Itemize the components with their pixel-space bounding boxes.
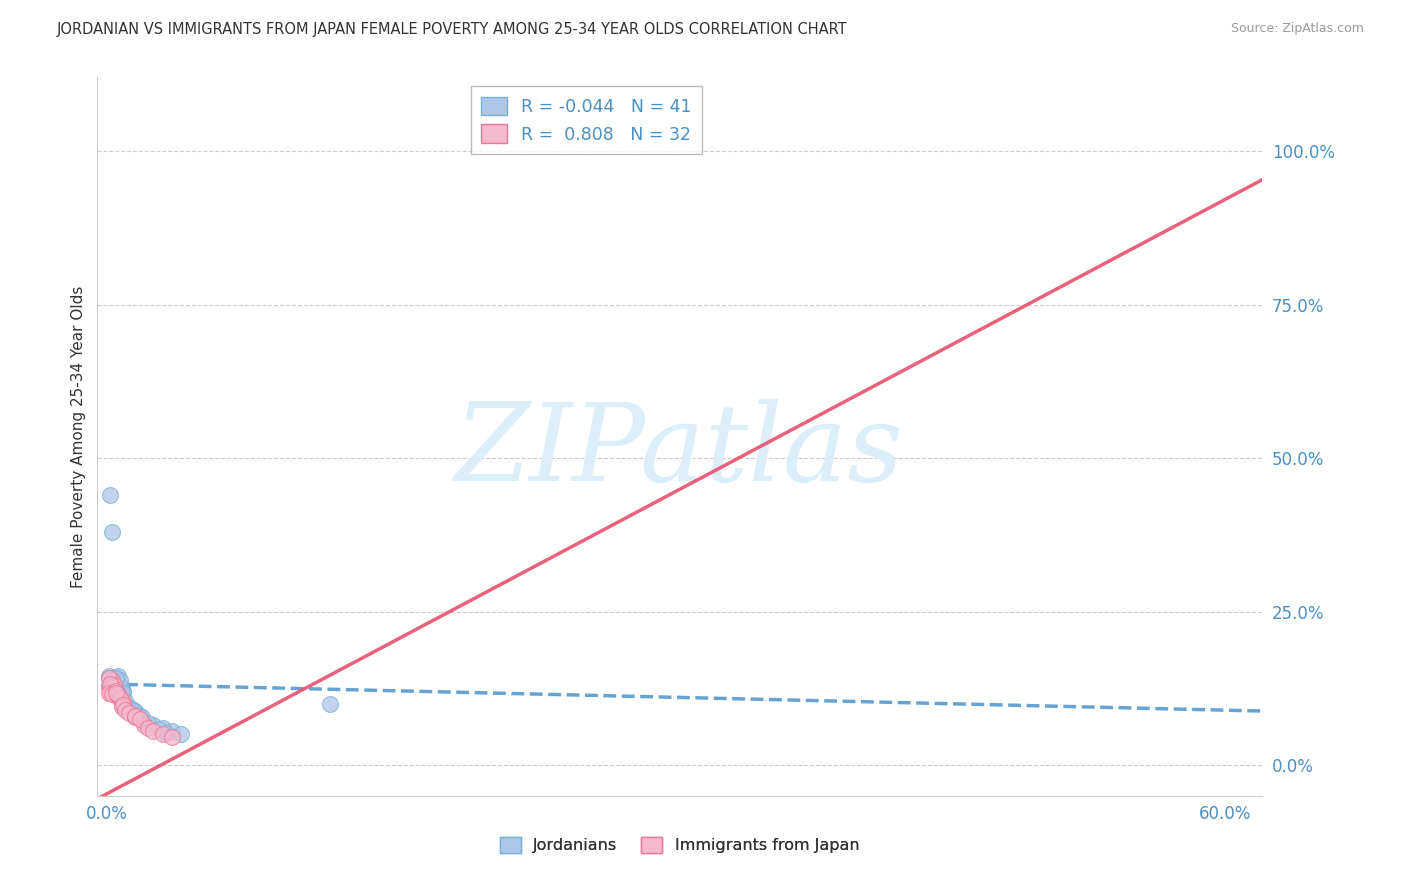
Point — [112, 698, 135, 712]
Point — [155, 726, 177, 740]
Point — [110, 681, 132, 696]
Point — [108, 691, 131, 706]
Point — [121, 703, 143, 717]
Point — [108, 673, 131, 688]
Point — [103, 678, 125, 692]
Point — [152, 727, 174, 741]
Point — [101, 688, 124, 702]
Point — [107, 669, 129, 683]
Point — [319, 697, 342, 711]
Point — [132, 715, 155, 730]
Point — [97, 678, 120, 692]
Point — [124, 710, 146, 724]
Point — [112, 685, 135, 699]
Point — [101, 673, 124, 688]
Text: ZIPatlas: ZIPatlas — [456, 399, 904, 504]
Point — [112, 684, 135, 698]
Point — [97, 671, 120, 685]
Point — [100, 681, 122, 696]
Point — [127, 707, 149, 722]
Point — [101, 672, 124, 686]
Point — [118, 706, 141, 720]
Point — [100, 673, 122, 688]
Point — [132, 718, 155, 732]
Point — [118, 699, 141, 714]
Point — [129, 709, 152, 723]
Point — [97, 681, 120, 696]
Point — [131, 710, 153, 724]
Point — [129, 712, 152, 726]
Point — [103, 675, 125, 690]
Point — [124, 709, 146, 723]
Point — [152, 721, 174, 735]
Point — [110, 688, 132, 702]
Point — [160, 731, 183, 745]
Text: JORDANIAN VS IMMIGRANTS FROM JAPAN FEMALE POVERTY AMONG 25-34 YEAR OLDS CORRELAT: JORDANIAN VS IMMIGRANTS FROM JAPAN FEMAL… — [56, 22, 846, 37]
Point — [100, 685, 122, 699]
Point — [110, 699, 132, 714]
Point — [101, 680, 124, 694]
Point — [136, 716, 159, 731]
Point — [97, 685, 120, 699]
Point — [125, 706, 148, 720]
Point — [97, 671, 120, 685]
Point — [107, 675, 129, 690]
Point — [112, 695, 135, 709]
Point — [100, 677, 122, 691]
Point — [104, 684, 127, 698]
Point — [101, 524, 124, 539]
Point — [114, 693, 136, 707]
Point — [107, 688, 129, 702]
Point — [120, 701, 142, 715]
Point — [101, 674, 124, 689]
Y-axis label: Female Poverty Among 25-34 Year Olds: Female Poverty Among 25-34 Year Olds — [72, 285, 86, 588]
Point — [160, 724, 183, 739]
Point — [114, 703, 136, 717]
Point — [124, 704, 146, 718]
Text: Source: ZipAtlas.com: Source: ZipAtlas.com — [1230, 22, 1364, 36]
Point — [142, 724, 165, 739]
Point — [114, 697, 136, 711]
Point — [104, 672, 127, 686]
Point — [136, 721, 159, 735]
Legend: Jordanians, Immigrants from Japan: Jordanians, Immigrants from Japan — [494, 830, 866, 860]
Point — [100, 680, 122, 694]
Point — [170, 727, 193, 741]
Point — [97, 669, 120, 683]
Point — [110, 693, 132, 707]
Point — [104, 671, 127, 685]
Point — [100, 488, 122, 502]
Point — [101, 677, 124, 691]
Point — [104, 685, 127, 699]
Point — [108, 678, 131, 692]
Point — [100, 683, 122, 698]
Point — [148, 723, 170, 737]
Point — [107, 690, 129, 704]
Point — [108, 690, 131, 705]
Point — [142, 718, 165, 732]
